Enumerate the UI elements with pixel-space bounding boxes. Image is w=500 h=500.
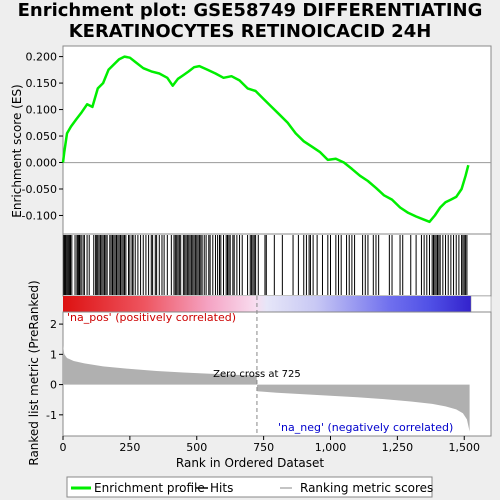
zero-cross-label: Zero cross at 725 — [213, 369, 301, 380]
title-line-1: Enrichment plot: GSE58749 DIFFERENTIATIN… — [17, 0, 483, 21]
legend-label: Enrichment profile — [94, 481, 205, 495]
x-tick-label: 250 — [119, 441, 140, 454]
es-y-tick-label: -0.100 — [22, 209, 57, 222]
es-panel — [62, 45, 492, 235]
metric-y-tick-label: -1 — [46, 409, 57, 422]
positive-correlation-label: 'na_pos' (positively correlated) — [67, 311, 236, 324]
es-y-tick-label: -0.050 — [22, 183, 57, 196]
x-axis-label: Rank in Ordered Dataset — [176, 456, 324, 470]
x-tick-label: 750 — [253, 441, 274, 454]
metric-y-axis: -1 0 1 2 — [46, 318, 63, 422]
es-y-tick-label: 0.200 — [26, 51, 58, 64]
negative-correlation-label: 'na_neg' (negatively correlated) — [278, 421, 453, 434]
metric-y-tick-label: 0 — [50, 379, 57, 392]
hits-marks — [63, 235, 468, 295]
x-tick-label: 500 — [186, 441, 207, 454]
rank-color-bar — [63, 296, 471, 312]
x-tick-label: 1,000 — [315, 441, 347, 454]
metric-y-axis-label: Ranked list metric (PreRanked) — [27, 280, 41, 465]
es-y-tick-label: 0.000 — [26, 157, 58, 170]
rank-color-bar-end — [470, 295, 492, 313]
x-tick-label: 0 — [60, 441, 67, 454]
title-line-2: KERATINOCYTES RETINOICACID 24H — [68, 21, 432, 42]
legend-box — [66, 476, 433, 498]
page-title: Enrichment plot: GSE58749 DIFFERENTIATIN… — [0, 0, 500, 42]
es-line — [61, 55, 470, 224]
es-y-axis: -0.100 -0.050 0.000 0.050 0.100 0.150 0.200 — [22, 51, 63, 222]
legend: Enrichment profile Hits Ranking metric sco… — [71, 481, 433, 495]
es-y-axis-label: Enrichment score (ES) — [10, 84, 24, 217]
hits-panel — [62, 233, 492, 297]
ranking-metric-area — [63, 345, 470, 432]
metric-y-tick-label: 1 — [50, 348, 57, 361]
legend-label: Ranking metric scores — [300, 481, 433, 495]
x-axis: 0 250 500 750 1,000 1,250 1,500 — [60, 436, 481, 454]
es-y-tick-label: 0.100 — [26, 104, 58, 117]
x-tick-label: 1,500 — [449, 441, 481, 454]
es-y-tick-label: 0.150 — [26, 77, 58, 90]
x-tick-label: 1,250 — [382, 441, 414, 454]
es-y-tick-label: 0.050 — [26, 130, 58, 143]
legend-label: Hits — [210, 481, 233, 495]
metric-y-tick-label: 2 — [50, 318, 57, 331]
